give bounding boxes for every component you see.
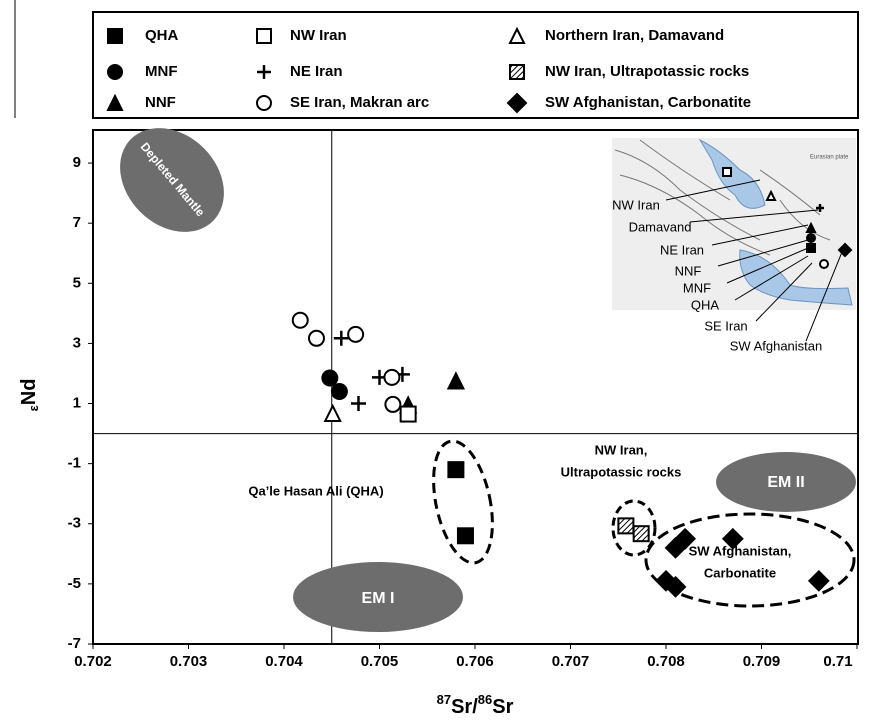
inset-label: SE Iran [704, 318, 747, 333]
annotation: Qa’le Hasan Ali (QHA) [248, 483, 383, 498]
data-point [348, 327, 363, 342]
data-point [618, 518, 633, 533]
x-tick-label: 0.704 [265, 653, 303, 670]
legend-label: MNF [145, 63, 178, 80]
inset-label: SW Afghanistan [730, 338, 823, 353]
inset-marker [807, 234, 815, 242]
data-point [309, 331, 324, 346]
data-point [401, 407, 416, 422]
annotation: SW Afghanistan, [689, 543, 792, 558]
annotation: EM I [362, 590, 395, 607]
annotation: EM II [767, 474, 804, 491]
legend-label: NNF [145, 94, 176, 111]
data-point [458, 528, 473, 543]
inset-marker [820, 260, 828, 268]
data-point [634, 526, 649, 541]
legend-label: SW Afghanistan, Carbonatite [545, 94, 751, 111]
data-point [385, 397, 400, 412]
x-axis-title-part: 86 [478, 692, 492, 707]
y-tick-label: -7 [68, 635, 81, 652]
x-tick-label: 0.706 [456, 653, 494, 670]
x-tick-label: 0.71 [823, 653, 852, 670]
data-point [448, 462, 463, 477]
legend-marker [257, 96, 271, 110]
annotation: NW Iran, [595, 442, 648, 457]
svg-text:Eurasian plate: Eurasian plate [810, 155, 849, 161]
x-tick-label: 0.709 [743, 653, 781, 670]
legend-marker [257, 29, 271, 43]
y-tick-label: 3 [73, 334, 81, 351]
inset-label: Damavand [629, 219, 692, 234]
y-tick-label: -1 [68, 455, 81, 472]
data-point [332, 384, 347, 399]
data-point [322, 370, 337, 385]
x-tick-label: 0.702 [74, 653, 112, 670]
x-axis-title-part: Sr [492, 696, 513, 718]
y-tick-label: 9 [73, 154, 81, 171]
inset-marker [807, 244, 815, 252]
y-tick-label: 5 [73, 274, 81, 291]
legend-marker [108, 29, 122, 43]
x-tick-label: 0.703 [170, 653, 208, 670]
y-tick-label: 1 [73, 395, 81, 412]
annotation: Ultrapotassic rocks [561, 464, 682, 479]
inset-label: MNF [683, 280, 711, 295]
y-tick-label: -5 [68, 575, 81, 592]
legend-label: NW Iran [290, 27, 347, 44]
inset-marker [723, 168, 731, 176]
data-point [384, 370, 399, 385]
legend-label: SE Iran, Makran arc [290, 94, 429, 111]
x-tick-label: 0.705 [361, 653, 399, 670]
inset-label: NE Iran [660, 242, 704, 257]
x-tick-label: 0.708 [647, 653, 685, 670]
legend-marker [510, 65, 524, 79]
inset-label: NW Iran [612, 197, 660, 212]
chart: Eurasian plate 0.702 0.703 0.704 0.705 0.706… [0, 0, 877, 722]
x-axis-title-part: Sr/ [451, 696, 478, 718]
legend-label: Northern Iran, Damavand [545, 27, 724, 44]
annotation: Carbonatite [704, 565, 776, 580]
y-axis-title-part: Nd [18, 379, 40, 406]
legend-label: NE Iran [290, 63, 343, 80]
legend-label: QHA [145, 27, 179, 44]
x-axis-title-part: 87 [437, 692, 451, 707]
legend-marker [108, 65, 122, 79]
data-point [293, 313, 308, 328]
y-tick-label: 7 [73, 214, 81, 231]
inset-label: QHA [691, 297, 720, 312]
y-tick-label: -3 [68, 515, 81, 532]
x-tick-label: 0.707 [552, 653, 590, 670]
legend-label: NW Iran, Ultrapotassic rocks [545, 63, 749, 80]
inset-label: NNF [675, 263, 702, 278]
